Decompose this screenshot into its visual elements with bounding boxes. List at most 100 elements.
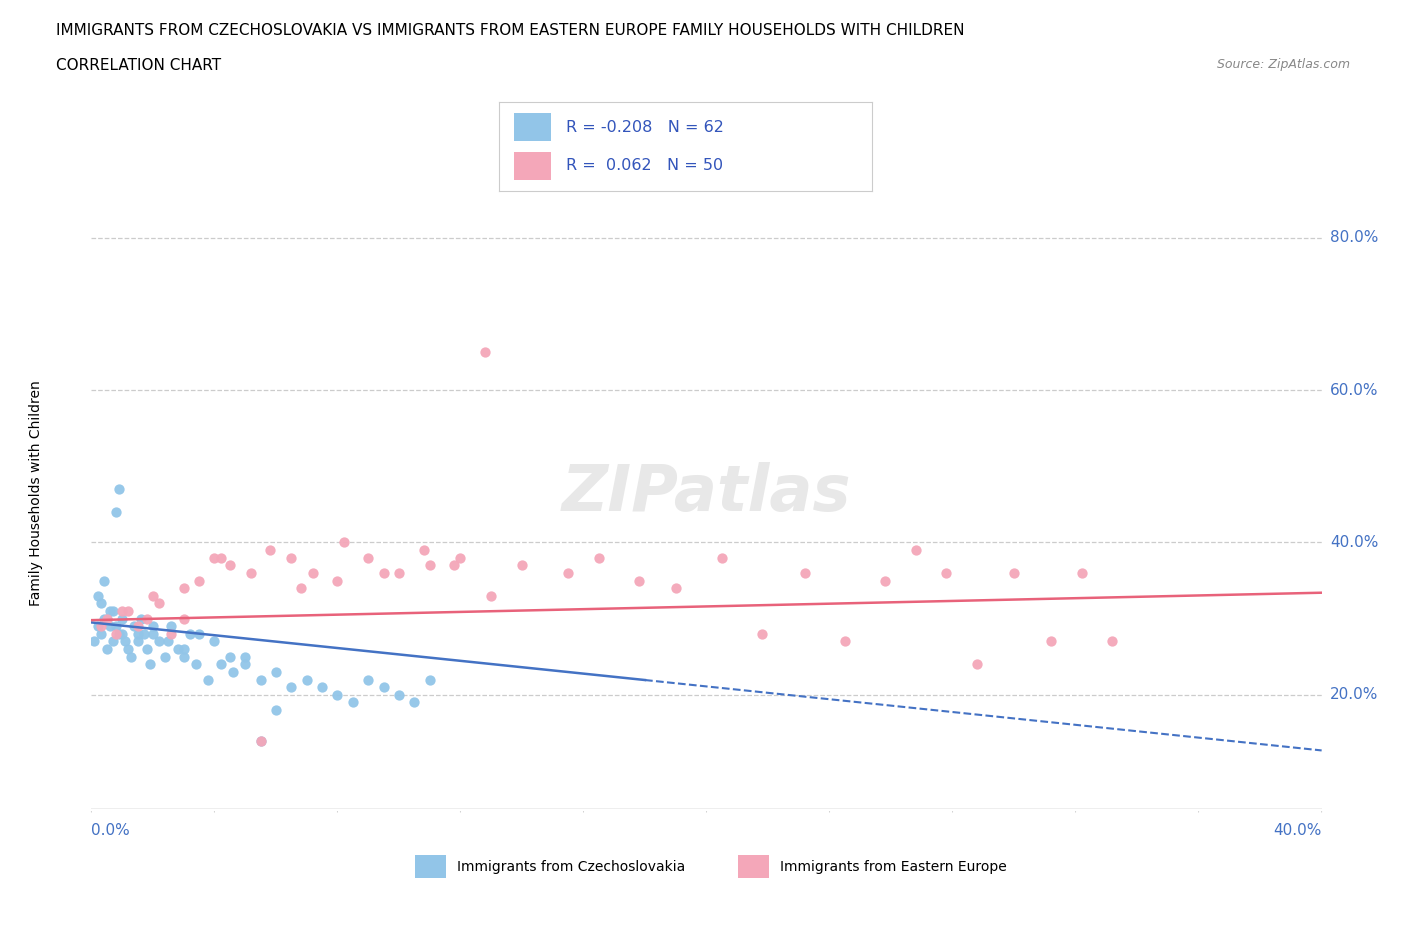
- Point: [873, 573, 896, 588]
- Point: [233, 649, 256, 664]
- Point: [98, 604, 121, 618]
- Point: [966, 657, 988, 671]
- Point: [1039, 634, 1063, 649]
- Point: [135, 642, 157, 657]
- Point: [793, 565, 815, 580]
- Point: [111, 604, 134, 618]
- Point: [90, 596, 112, 611]
- Text: R =  0.062   N = 50: R = 0.062 N = 50: [567, 158, 723, 173]
- Point: [373, 565, 395, 580]
- Point: [173, 649, 195, 664]
- Point: [173, 642, 195, 657]
- Point: [101, 604, 124, 618]
- Point: [1002, 565, 1025, 580]
- Point: [222, 665, 245, 680]
- Point: [127, 634, 149, 649]
- Point: [197, 672, 219, 687]
- Point: [202, 634, 225, 649]
- Point: [357, 672, 380, 687]
- Point: [249, 672, 271, 687]
- Point: [479, 589, 502, 604]
- Point: [326, 573, 349, 588]
- Point: [388, 565, 411, 580]
- Point: [834, 634, 856, 649]
- Point: [557, 565, 579, 580]
- Point: [108, 482, 131, 497]
- Point: [373, 680, 395, 695]
- Point: [157, 634, 180, 649]
- Point: [588, 551, 610, 565]
- Text: 40.0%: 40.0%: [1274, 823, 1322, 838]
- Point: [120, 649, 142, 664]
- Point: [443, 558, 465, 573]
- Point: [129, 611, 152, 626]
- Point: [449, 551, 471, 565]
- Point: [142, 618, 165, 633]
- Text: Immigrants from Eastern Europe: Immigrants from Eastern Europe: [780, 859, 1007, 874]
- Point: [202, 551, 225, 565]
- Point: [93, 573, 115, 588]
- Point: [173, 580, 195, 595]
- Point: [264, 702, 287, 717]
- Point: [108, 627, 131, 642]
- Point: [83, 634, 105, 649]
- Bar: [515, 113, 551, 141]
- Point: [510, 558, 533, 573]
- Point: [148, 596, 170, 611]
- Point: [295, 672, 318, 687]
- Text: CORRELATION CHART: CORRELATION CHART: [56, 58, 221, 73]
- Point: [280, 551, 302, 565]
- Point: [86, 589, 108, 604]
- Text: R = -0.208   N = 62: R = -0.208 N = 62: [567, 120, 724, 135]
- Bar: [738, 856, 769, 878]
- Point: [209, 657, 232, 671]
- Text: Source: ZipAtlas.com: Source: ZipAtlas.com: [1216, 58, 1350, 71]
- Point: [1070, 565, 1092, 580]
- Text: Family Households with Children: Family Households with Children: [30, 380, 44, 605]
- Point: [419, 672, 441, 687]
- Point: [105, 627, 127, 642]
- Point: [86, 618, 108, 633]
- Point: [184, 657, 207, 671]
- Point: [117, 604, 139, 618]
- Point: [96, 642, 118, 657]
- Point: [1101, 634, 1123, 649]
- Text: 20.0%: 20.0%: [1330, 687, 1378, 702]
- Text: 80.0%: 80.0%: [1330, 230, 1378, 246]
- Point: [332, 535, 354, 550]
- Text: 60.0%: 60.0%: [1330, 382, 1378, 397]
- Point: [96, 611, 118, 626]
- Point: [301, 565, 323, 580]
- Point: [240, 565, 263, 580]
- Point: [665, 580, 688, 595]
- Point: [105, 618, 127, 633]
- Point: [188, 573, 211, 588]
- Point: [160, 618, 183, 633]
- Point: [111, 611, 134, 626]
- Point: [98, 618, 121, 633]
- Point: [249, 733, 271, 748]
- Point: [357, 551, 380, 565]
- Point: [218, 649, 240, 664]
- Point: [710, 551, 733, 565]
- Point: [160, 627, 183, 642]
- Point: [139, 657, 162, 671]
- Bar: [415, 856, 446, 878]
- Point: [93, 611, 115, 626]
- Point: [127, 618, 149, 633]
- Point: [179, 627, 201, 642]
- Point: [124, 618, 146, 633]
- Point: [142, 589, 165, 604]
- Point: [127, 627, 149, 642]
- Point: [209, 551, 232, 565]
- Point: [404, 695, 426, 710]
- Point: [904, 542, 927, 557]
- Point: [173, 611, 195, 626]
- Point: [326, 687, 349, 702]
- Point: [101, 634, 124, 649]
- Point: [142, 627, 165, 642]
- Text: IMMIGRANTS FROM CZECHOSLOVAKIA VS IMMIGRANTS FROM EASTERN EUROPE FAMILY HOUSEHOL: IMMIGRANTS FROM CZECHOSLOVAKIA VS IMMIGR…: [56, 23, 965, 38]
- Point: [135, 611, 157, 626]
- Point: [342, 695, 364, 710]
- Point: [105, 504, 127, 519]
